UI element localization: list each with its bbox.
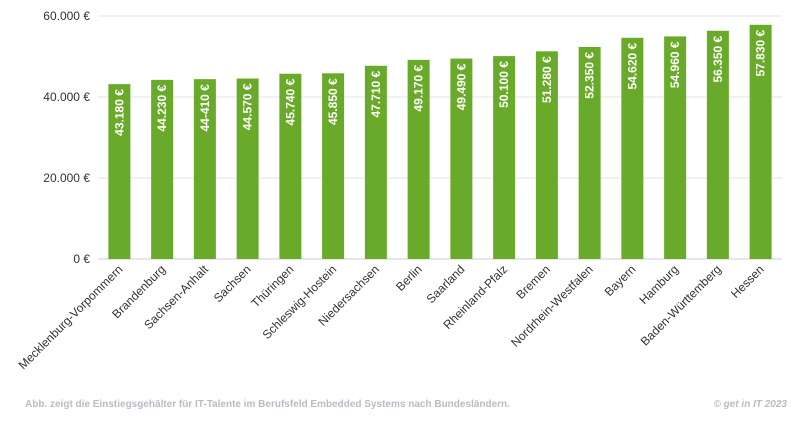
y-tick-label: 40.000 € <box>43 90 90 104</box>
bar <box>749 24 772 260</box>
bar-value-label: 49.490 € <box>454 63 468 110</box>
bar-value-label: 54.620 € <box>625 42 639 89</box>
bar-value-label: 50.100 € <box>497 61 511 108</box>
bar-value-label: 57.830 € <box>754 29 768 76</box>
bar-value-label: 52.350 € <box>583 52 597 99</box>
bar-value-label: 44.570 € <box>241 83 255 130</box>
bar-value-label: 44-410 € <box>198 84 212 132</box>
bar <box>108 84 131 259</box>
x-tick-label: Baden-Württemberg <box>638 262 724 348</box>
bar <box>621 37 644 259</box>
bar-value-label: 44.230 € <box>155 85 169 132</box>
x-tick-label: Saarland <box>424 262 468 306</box>
bar <box>236 78 259 259</box>
bar-value-label: 43.180 € <box>112 89 126 136</box>
bar <box>450 58 473 260</box>
bar <box>706 30 729 259</box>
bar-value-label: 45.850 € <box>326 78 340 125</box>
bar-value-label: 56.350 € <box>711 35 725 82</box>
x-tick-label: Bremen <box>513 262 553 302</box>
y-axis: 0 € 20.000 € 40.000 € 60.000 € <box>43 9 90 266</box>
bar-value-label: 47.710 € <box>369 70 383 117</box>
x-tick-label: Bayern <box>602 262 639 299</box>
x-axis: Mecklenburg-VorpommernBrandenburgSachsen… <box>16 262 767 372</box>
x-tick-label: Hamburg <box>636 262 681 307</box>
bars: 43.180 € 44.230 € 44-410 € 44.570 € 45.740 €… <box>108 24 772 260</box>
bar-value-label: 54.960 € <box>668 41 682 88</box>
bar-value-label: 49.170 € <box>412 65 426 112</box>
bar <box>279 73 302 260</box>
bar <box>407 59 430 260</box>
bar <box>664 36 687 259</box>
x-tick-label: Schleswig-Hostein <box>260 262 340 342</box>
x-tick-label: Hessen <box>728 262 767 301</box>
bar <box>151 79 174 259</box>
x-tick-label: Sachsen <box>211 262 254 305</box>
y-tick-label: 60.000 € <box>43 9 90 23</box>
x-tick-label: Mecklenburg-Vorpommern <box>16 262 126 372</box>
bar <box>193 79 216 260</box>
bar <box>322 73 345 260</box>
y-tick-label: 0 € <box>73 252 90 266</box>
bar <box>493 56 516 259</box>
x-tick-label: Nordrhein-Westfalen <box>508 262 596 350</box>
bar <box>364 65 387 259</box>
bar <box>578 46 601 259</box>
copyright-notice: © get in IT 2023 <box>713 399 787 410</box>
bar-value-label: 51.280 € <box>540 56 554 103</box>
bar-value-label: 45.740 € <box>283 78 297 125</box>
chart-caption: Abb. zeigt die Einstiegsgehälter für IT-… <box>25 399 510 410</box>
x-tick-label: Berlin <box>393 262 425 294</box>
bar <box>535 51 558 259</box>
y-tick-label: 20.000 € <box>43 171 90 185</box>
